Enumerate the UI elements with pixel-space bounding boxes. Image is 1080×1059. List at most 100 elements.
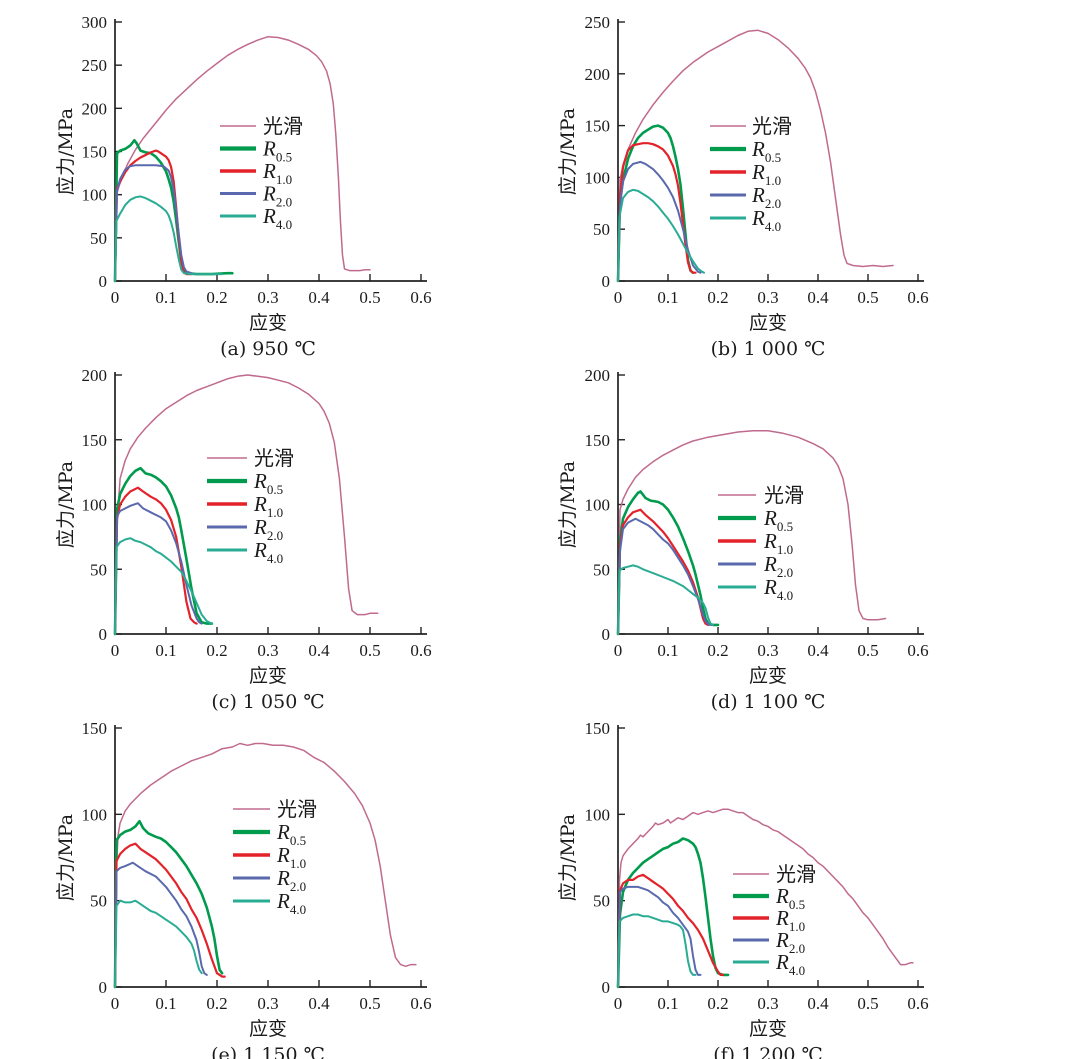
series-line-R2.0: [114, 502, 203, 635]
series-lines-a: [113, 35, 371, 283]
x-axis-title: 应变: [749, 312, 787, 334]
y-tick-label: 100: [82, 186, 108, 205]
x-tick-label: 0.2: [707, 641, 728, 660]
axes-b: 0 50 100 150 200 250 0 0.1 0.2 0.3 0.4 0.5 0.6: [585, 13, 929, 307]
legend-label-smooth: 光滑: [263, 114, 303, 138]
y-tick-label: 150: [585, 719, 611, 738]
y-axis-title: 应力/MPa: [557, 814, 579, 901]
y-tick-label: 50: [90, 892, 107, 911]
y-tick-label: 150: [82, 431, 108, 450]
x-tick-label: 0.3: [757, 288, 778, 307]
y-tick-label: 50: [90, 560, 107, 579]
x-tick-label: 0.4: [308, 288, 330, 307]
series-line-smooth: [617, 429, 887, 635]
series-line-R0.5: [616, 490, 720, 636]
series-line-R4.0: [114, 899, 203, 988]
x-axis-title: 应变: [249, 1018, 287, 1040]
x-tick-label: 0.3: [257, 641, 278, 660]
chart-panel-a: 0 50 100 150 200 250 300 0 0.1 0.2 0.3 0.4 0.5 0.6 光滑R…: [55, 13, 432, 360]
y-tick-label: 50: [593, 220, 610, 239]
legend-item-R0.5: R0.5: [233, 820, 306, 848]
series-line-R0.5: [113, 819, 224, 989]
series-line-R1.0: [113, 842, 226, 989]
legend-item-smooth: 光滑: [718, 483, 804, 507]
x-tick-label: 0.6: [410, 994, 431, 1013]
axes-c: 0 50 100 150 200 0 0.1 0.2 0.3 0.4 0.5 0.6: [82, 366, 432, 660]
legend-item-R0.5: R0.5: [733, 884, 805, 912]
y-tick-label: 100: [585, 168, 611, 187]
legend-label-smooth: 光滑: [752, 114, 792, 138]
y-axis-title: 应力/MPa: [557, 108, 579, 195]
y-axis-title: 应力/MPa: [55, 461, 77, 548]
series-line-smooth: [114, 742, 417, 988]
series-line-R2.0: [617, 517, 714, 635]
chart-panel-e: 0 50 100 150 0 0.1 0.2 0.3 0.4 0.5 0.6 光滑R0.5R1.0R2…: [55, 719, 432, 1059]
series-line-R4.0: [617, 913, 697, 988]
x-tick-label: 0.4: [807, 641, 829, 660]
series-line-R0.5: [113, 466, 214, 636]
chart-panel-c: 0 50 100 150 200 0 0.1 0.2 0.3 0.4 0.5 0.6 光滑R0.5R1.…: [55, 366, 432, 713]
chart-panel-d: 0 50 100 150 200 0 0.1 0.2 0.3 0.4 0.5 0.6 光滑R0.5R1.…: [557, 366, 929, 713]
panel-text-d: 应力/MPa 应变 (d) 1 100 ℃: [557, 461, 825, 713]
y-tick-label: 0: [99, 978, 108, 997]
x-tick-label: 0.3: [257, 288, 278, 307]
series-line-smooth: [114, 35, 371, 282]
series-lines-b: [616, 29, 894, 283]
axes-a: 0 50 100 150 200 250 300 0 0.1 0.2 0.3 0.4 0.5 0.6: [82, 13, 432, 307]
legend-item-R0.5: R0.5: [718, 506, 793, 534]
series-lines-c: [113, 374, 379, 636]
y-tick-label: 250: [585, 13, 611, 32]
x-tick-label: 0: [111, 288, 120, 307]
panel-caption: (d) 1 100 ℃: [711, 691, 826, 713]
series-line-R4.0: [114, 537, 213, 635]
x-tick-label: 0.6: [410, 288, 431, 307]
y-tick-label: 200: [585, 366, 611, 385]
x-tick-label: 0.5: [359, 288, 380, 307]
series-lines-e: [113, 742, 417, 989]
series-line-R4.0: [617, 564, 714, 635]
series-line-R1.0: [113, 486, 198, 636]
x-axis-title: 应变: [749, 1018, 787, 1040]
x-tick-label: 0.1: [657, 994, 678, 1013]
legend-item-smooth: 光滑: [207, 446, 294, 470]
panel-text-a: 应力/MPa 应变 (a) 950 ℃: [55, 108, 316, 360]
y-axis-title: 应力/MPa: [55, 814, 77, 901]
y-tick-label: 100: [585, 805, 611, 824]
x-tick-label: 0.5: [857, 994, 878, 1013]
y-axis-title: 应力/MPa: [557, 461, 579, 548]
series-line-R1.0: [616, 873, 725, 989]
x-tick-label: 0.3: [257, 994, 278, 1013]
series-line-R0.5: [113, 139, 234, 283]
legend-item-smooth: 光滑: [733, 862, 816, 886]
y-tick-label: 150: [82, 719, 108, 738]
x-tick-label: 0.6: [907, 994, 928, 1013]
series-line-smooth: [617, 29, 894, 282]
x-tick-label: 0.1: [657, 288, 678, 307]
y-tick-label: 250: [82, 56, 108, 75]
x-tick-label: 0.1: [657, 641, 678, 660]
legend-item-R0.5: R0.5: [710, 137, 781, 165]
y-tick-label: 50: [593, 892, 610, 911]
panel-text-e: 应力/MPa 应变 (e) 1 150 ℃: [55, 814, 325, 1059]
y-tick-label: 150: [585, 117, 611, 136]
series-line-R2.0: [114, 861, 208, 988]
y-axis-title: 应力/MPa: [55, 108, 77, 195]
panel-caption: (b) 1 000 ℃: [711, 338, 826, 360]
x-tick-label: 0.2: [707, 288, 728, 307]
x-tick-label: 0.5: [359, 994, 380, 1013]
panel-text-c: 应力/MPa 应变 (c) 1 050 ℃: [55, 461, 325, 713]
panel-caption: (a) 950 ℃: [220, 338, 316, 360]
x-tick-label: 0.3: [757, 994, 778, 1013]
legend-label-smooth: 光滑: [764, 483, 804, 507]
legend-item-smooth: 光滑: [233, 797, 317, 821]
chart-panel-b: 0 50 100 150 200 250 0 0.1 0.2 0.3 0.4 0.5 0.6 光滑R0.5…: [557, 13, 929, 360]
panel-text-b: 应力/MPa 应变 (b) 1 000 ℃: [557, 108, 825, 360]
chart-panel-f: 0 50 100 150 0 0.1 0.2 0.3 0.4 0.5 0.6 光滑R0.5R1.0R2…: [557, 719, 929, 1059]
y-tick-label: 100: [82, 496, 108, 515]
x-tick-label: 0.6: [907, 288, 928, 307]
y-tick-label: 200: [82, 99, 108, 118]
y-tick-label: 0: [99, 625, 108, 644]
y-tick-label: 150: [82, 143, 108, 162]
series-line-R2.0: [114, 164, 196, 282]
